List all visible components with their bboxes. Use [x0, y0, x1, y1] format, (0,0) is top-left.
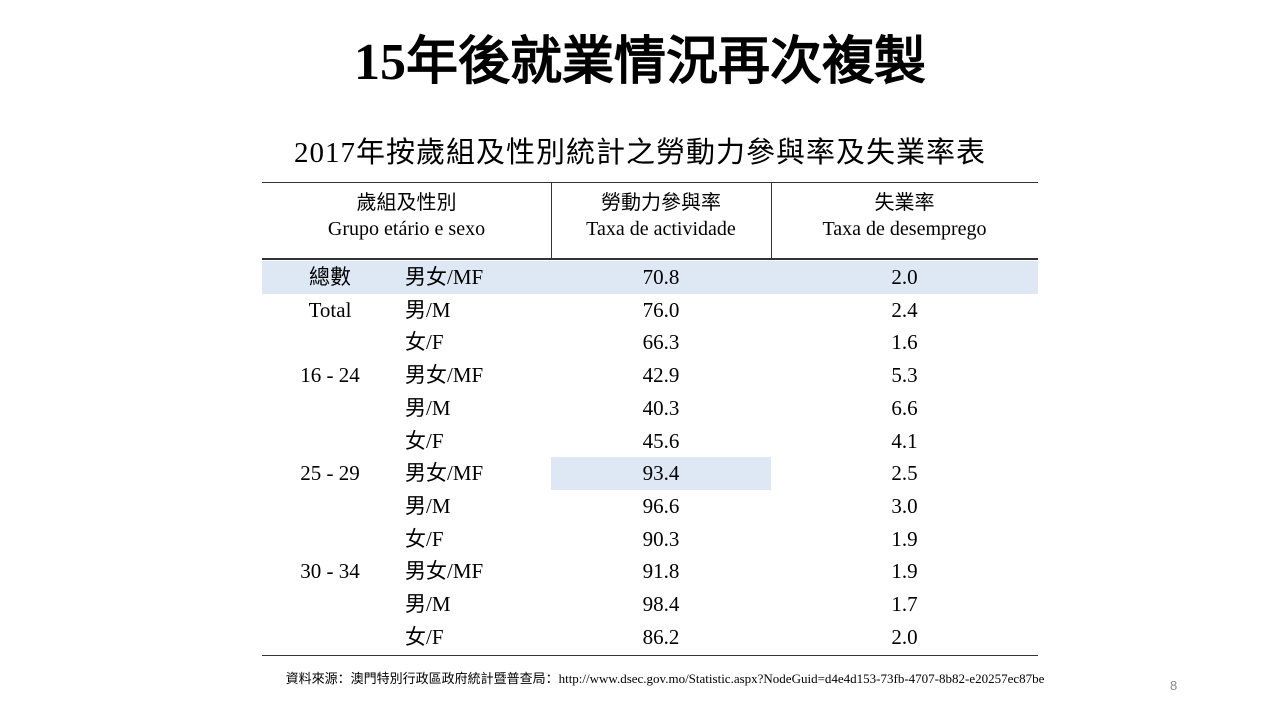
- header-zh: 勞動力參與率: [601, 192, 721, 214]
- age-group: 總數: [309, 265, 351, 289]
- header-pt: Grupo etário e sexo: [327, 218, 486, 240]
- sex: 男女/MF: [405, 461, 484, 486]
- activity-rate: 76.0: [642, 297, 680, 322]
- table-row: 30 - 34 男女/MF 91.8 1.9: [262, 555, 1038, 588]
- activity-rate: 42.9: [642, 363, 680, 388]
- table-row: 男/M 40.3 6.6: [262, 392, 1038, 425]
- page-number: 8: [1170, 678, 1178, 693]
- age-group: 30 - 34: [300, 559, 360, 584]
- source-note: 資料來源：澳門特別行政區政府統計暨普查局：http://www.dsec.gov…: [285, 671, 1045, 686]
- table-row: 16 - 24 男女/MF 42.9 5.3: [262, 359, 1038, 392]
- unemployment-rate: 4.1: [891, 428, 918, 453]
- activity-rate: 66.3: [642, 330, 680, 355]
- age-group: 25 - 29: [300, 461, 360, 486]
- column-header: 失業率 Taxa de desemprego: [771, 190, 1038, 242]
- rule: [262, 258, 1038, 260]
- sex: 男女/MF: [405, 265, 484, 289]
- unemployment-rate: 1.6: [891, 330, 918, 355]
- column-header: 勞動力參與率 Taxa de actividade: [551, 190, 771, 242]
- activity-rate: 45.6: [642, 428, 680, 453]
- rule: [262, 182, 1038, 183]
- unemployment-rate: 1.7: [891, 592, 918, 616]
- unemployment-rate: 2.0: [891, 265, 918, 289]
- age-group: 16 - 24: [300, 363, 360, 388]
- table-row: 25 - 29 男女/MF 93.4 2.5: [262, 457, 1038, 491]
- sex: 女/F: [405, 330, 444, 355]
- slide-title: 15年後就業情況再次複製: [353, 34, 926, 91]
- table-row: 男/M 96.6 3.0: [262, 490, 1038, 523]
- rule: [262, 655, 1038, 656]
- unemployment-rate: 6.6: [891, 395, 918, 420]
- table-caption: 2017年按歲組及性別統計之勞動力參與率及失業率表: [293, 137, 986, 169]
- age-group: Total: [308, 297, 352, 322]
- unemployment-rate: 3.0: [891, 493, 918, 518]
- sex: 女/F: [405, 428, 444, 453]
- table-row: 女/F 90.3 1.9: [262, 523, 1038, 556]
- table-row: 女/F 66.3 1.6: [262, 326, 1038, 359]
- sex: 男/M: [405, 395, 451, 420]
- table-row: 女/F 45.6 4.1: [262, 425, 1038, 458]
- sex: 男/M: [405, 493, 451, 518]
- table-row: 總數 男女/MF 70.8 2.0: [262, 261, 1038, 294]
- header-pt: Taxa de actividade: [586, 218, 736, 240]
- unemployment-rate: 1.9: [891, 559, 918, 584]
- header-zh: 歲組及性別: [356, 192, 457, 214]
- header-pt: Taxa de desemprego: [822, 218, 987, 240]
- column-header: 歲組及性別 Grupo etário e sexo: [262, 190, 551, 242]
- activity-rate: 91.8: [642, 559, 680, 584]
- activity-rate: 70.8: [642, 265, 680, 289]
- sex: 女/F: [405, 624, 444, 649]
- table-row: 女/F 86.2 2.0: [262, 621, 1038, 654]
- unemployment-rate: 2.0: [891, 624, 918, 649]
- activity-rate: 96.6: [642, 493, 680, 518]
- sex: 男女/MF: [405, 559, 484, 584]
- header-zh: 失業率: [874, 192, 935, 214]
- column-divider: [771, 182, 772, 259]
- activity-rate: 90.3: [642, 526, 680, 551]
- unemployment-rate: 2.5: [891, 461, 918, 486]
- activity-rate: 86.2: [642, 624, 680, 649]
- table-row: Total 男/M 76.0 2.4: [262, 294, 1038, 327]
- activity-rate: 40.3: [642, 395, 680, 420]
- activity-rate: 93.4: [551, 457, 771, 491]
- column-divider: [551, 182, 552, 259]
- unemployment-rate: 1.9: [891, 526, 918, 551]
- unemployment-rate: 2.4: [891, 297, 918, 322]
- activity-rate: 98.4: [642, 592, 680, 616]
- sex: 男/M: [405, 297, 451, 322]
- sex: 男/M: [405, 592, 451, 616]
- unemployment-rate: 5.3: [891, 363, 918, 388]
- table-row: 男/M 98.4 1.7: [262, 588, 1038, 621]
- sex: 男女/MF: [405, 363, 484, 388]
- sex: 女/F: [405, 526, 444, 551]
